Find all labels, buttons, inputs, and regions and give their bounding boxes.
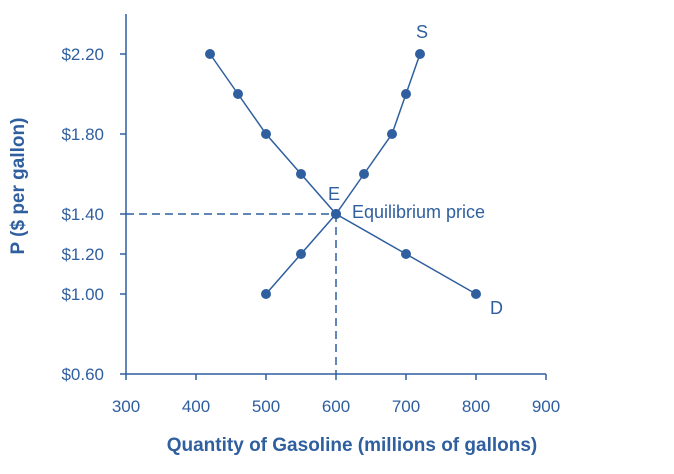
data-point-d <box>296 169 306 179</box>
data-point-d <box>205 49 215 59</box>
equilibrium-guides <box>126 213 337 374</box>
x-tick-label: 900 <box>532 397 560 416</box>
x-tick-label: 400 <box>182 397 210 416</box>
x-axis-title: Quantity of Gasoline (millions of gallon… <box>167 435 538 456</box>
data-point-d <box>401 249 411 259</box>
series <box>205 49 481 299</box>
data-point-s <box>415 49 425 59</box>
data-point-d <box>233 89 243 99</box>
y-tick-label: $1.00 <box>61 285 104 304</box>
y-axis-title: P ($ per gallon) <box>8 118 29 255</box>
equilibrium-point-label: E <box>328 184 340 204</box>
series-line-d <box>209 53 477 295</box>
x-tick-label: 800 <box>462 397 490 416</box>
supply-curve-label: S <box>416 22 428 42</box>
x-ticks: 300 400 500 600 700 800 900 <box>112 374 560 416</box>
data-point-s <box>387 129 397 139</box>
data-point-d <box>471 289 481 299</box>
data-point-s <box>331 209 341 219</box>
x-tick-label: 500 <box>252 397 280 416</box>
data-point-s <box>296 249 306 259</box>
x-tick-label: 300 <box>112 397 140 416</box>
y-tick-label: $1.80 <box>61 125 104 144</box>
x-tick-label: 600 <box>322 397 350 416</box>
x-tick-label: 700 <box>392 397 420 416</box>
data-point-d <box>261 129 271 139</box>
y-tick-label: $0.60 <box>61 365 104 384</box>
equilibrium-price-label: Equilibrium price <box>352 202 485 222</box>
data-point-s <box>359 169 369 179</box>
y-tick-label: $1.20 <box>61 245 104 264</box>
series-line-s <box>265 53 421 295</box>
data-point-s <box>401 89 411 99</box>
y-tick-label: $1.40 <box>61 205 104 224</box>
annotations: E Equilibrium price S D <box>328 22 503 318</box>
y-tick-label: $2.20 <box>61 45 104 64</box>
demand-curve-label: D <box>490 298 503 318</box>
data-point-s <box>261 289 271 299</box>
y-ticks: $0.60 $1.00 $1.20 $1.40 $1.80 $2.20 <box>61 45 126 384</box>
